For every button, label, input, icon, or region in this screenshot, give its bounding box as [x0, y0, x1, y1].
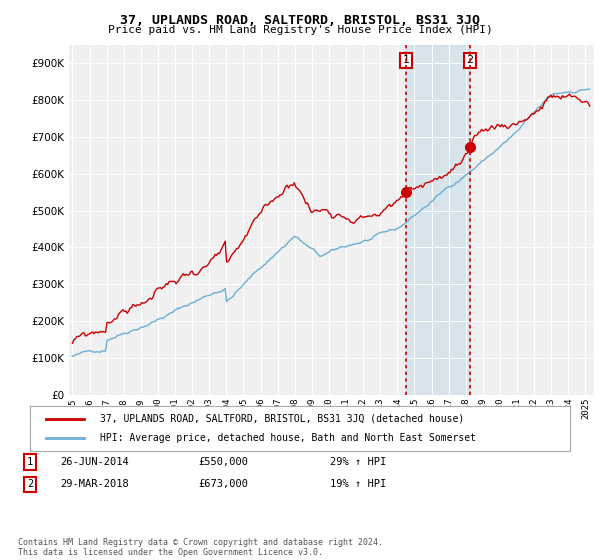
Text: 2: 2 — [27, 479, 33, 489]
Text: 37, UPLANDS ROAD, SALTFORD, BRISTOL, BS31 3JQ (detached house): 37, UPLANDS ROAD, SALTFORD, BRISTOL, BS3… — [100, 413, 464, 423]
Text: 37, UPLANDS ROAD, SALTFORD, BRISTOL, BS31 3JQ: 37, UPLANDS ROAD, SALTFORD, BRISTOL, BS3… — [120, 14, 480, 27]
Text: 1: 1 — [27, 457, 33, 467]
Text: 1: 1 — [403, 55, 409, 66]
Bar — [406, 45, 470, 395]
Text: 29% ↑ HPI: 29% ↑ HPI — [330, 457, 386, 467]
Text: 26-JUN-2014: 26-JUN-2014 — [60, 457, 129, 467]
Text: 19% ↑ HPI: 19% ↑ HPI — [330, 479, 386, 489]
Text: £550,000: £550,000 — [198, 457, 248, 467]
Text: HPI: Average price, detached house, Bath and North East Somerset: HPI: Average price, detached house, Bath… — [100, 433, 476, 444]
Text: £673,000: £673,000 — [198, 479, 248, 489]
Text: Price paid vs. HM Land Registry's House Price Index (HPI): Price paid vs. HM Land Registry's House … — [107, 25, 493, 35]
Text: Contains HM Land Registry data © Crown copyright and database right 2024.
This d: Contains HM Land Registry data © Crown c… — [18, 538, 383, 557]
Text: 2: 2 — [466, 55, 473, 66]
Text: 29-MAR-2018: 29-MAR-2018 — [60, 479, 129, 489]
